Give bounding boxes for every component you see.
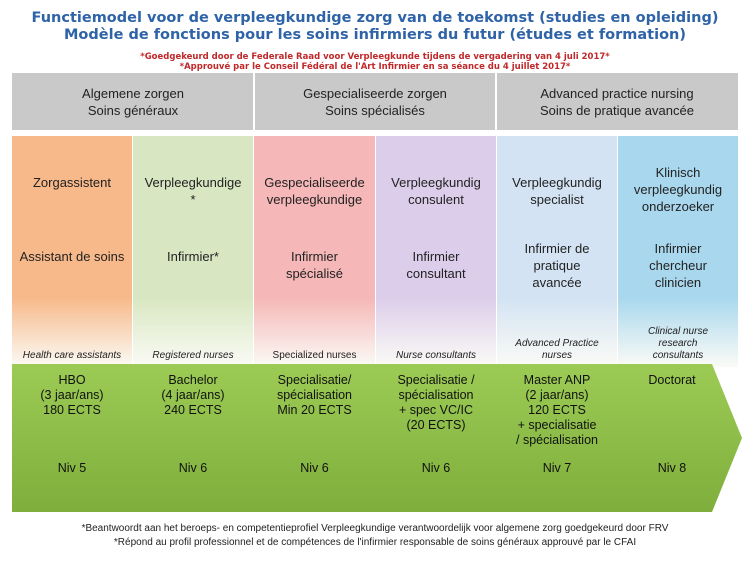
education-cell: Specialisatie / spécialisation + spec VC… [397, 373, 475, 432]
approval-note-fr: *Approuvé par le Conseil Fédéral de l'Ar… [179, 62, 571, 72]
level-label: Niv 7 [542, 461, 572, 475]
role-name-fr: Infirmier spécialisé [285, 249, 344, 281]
level-label: Niv 5 [57, 461, 87, 475]
role-name-fr: Infirmier de pratique avancée [524, 241, 590, 290]
category-header-advanced: Advanced practice nursing Soins de prati… [496, 73, 738, 130]
role-name-en: Advanced Practice nurses [515, 338, 599, 361]
category-header-general: Algemene zorgen Soins généraux [12, 73, 254, 130]
role-name-nl: Gespecialiseerde verpleegkundige [264, 175, 365, 207]
category-advanced-nl: Advanced practice nursing [540, 85, 694, 101]
category-advanced-fr: Soins de pratique avancée [540, 102, 694, 118]
category-specialized-nl: Gespecialiseerde zorgen [303, 85, 447, 101]
approval-note-nl: *Goedgekeurd door de Federale Raad voor … [140, 52, 610, 62]
education-cell: Doctorat [648, 373, 696, 387]
role-column-verpleegkundige: Verpleegkundige * Infirmier* Registered … [133, 136, 253, 367]
education-cell: Master ANP (2 jaar/ans) 120 ECTS + speci… [516, 373, 598, 447]
education-cell: Specialisatie/ spécialisation Min 20 ECT… [276, 373, 353, 417]
role-column-specialist: Verpleegkundig specialist Infirmier de p… [497, 136, 617, 367]
role-name-nl: Klinisch verpleegkundig onderzoeker [633, 165, 723, 214]
arrow-shape [12, 364, 742, 512]
role-name-nl: Verpleegkundige * [144, 175, 242, 207]
category-specialized-fr: Soins spécialisés [325, 102, 425, 118]
level-label: Niv 6 [300, 461, 329, 475]
title-line-1: Functiemodel voor de verpleegkundige zor… [31, 10, 719, 26]
role-name-en: Health care assistants [22, 350, 122, 361]
category-general-fr: Soins généraux [87, 102, 179, 118]
role-name-fr: Infirmier chercheur clinicien [649, 241, 707, 290]
role-name-en: Registered nurses [152, 350, 234, 361]
category-separator [253, 73, 255, 130]
education-cell: Bachelor (4 jaar/ans) 240 ECTS [161, 373, 225, 417]
level-label: Niv 6 [178, 461, 208, 475]
role-column-zorgassistent: Zorgassistent Assistant de soins Health … [12, 136, 132, 367]
role-column-onderzoeker: Klinisch verpleegkundig onderzoeker Infi… [618, 136, 738, 367]
role-name-en: Specialized nurses [272, 350, 357, 361]
title-line-2: Modèle de fonctions pour les soins infir… [64, 27, 686, 43]
role-name-nl: Verpleegkundig consulent [391, 175, 481, 207]
footnote-fr: *Répond au profil professionnel et de co… [113, 537, 637, 548]
role-name-en: Clinical nurse research consultants [647, 326, 709, 361]
level-label: Niv 8 [657, 461, 687, 475]
role-column-consulent: Verpleegkundig consulent Infirmier consu… [376, 136, 496, 367]
education-cell: HBO (3 jaar/ans) 180 ECTS [40, 373, 104, 417]
category-general-nl: Algemene zorgen [82, 85, 184, 101]
role-name-en: Nurse consultants [395, 350, 477, 361]
education-arrow [12, 364, 742, 512]
role-name-fr: Assistant de soins [19, 249, 125, 264]
category-separator [495, 73, 497, 130]
role-column-gespecialiseerde: Gespecialiseerde verpleegkundige Infirmi… [254, 136, 375, 367]
role-name-fr: Infirmier consultant [406, 249, 466, 281]
footnote-nl: *Beantwoordt aan het beroeps- en compete… [81, 523, 669, 534]
role-name-fr: Infirmier* [166, 249, 219, 264]
role-name-nl: Verpleegkundig specialist [512, 175, 602, 207]
role-name-nl: Zorgassistent [32, 175, 112, 190]
category-header-specialized: Gespecialiseerde zorgen Soins spécialisé… [254, 73, 496, 130]
level-label: Niv 6 [421, 461, 451, 475]
